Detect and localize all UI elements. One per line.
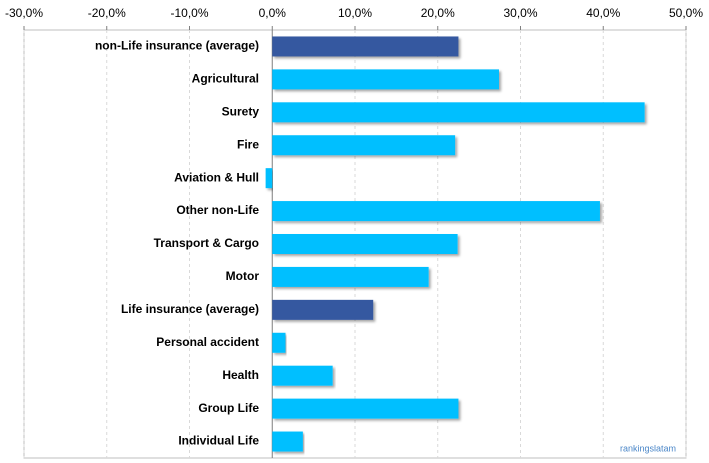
- bar: [272, 332, 286, 353]
- category-label: Transport & Cargo: [154, 236, 259, 250]
- bar: [272, 365, 333, 386]
- bar: [272, 299, 374, 320]
- category-label: Motor: [226, 269, 260, 283]
- x-tick-label: 50,0%: [669, 6, 703, 20]
- bar: [272, 135, 456, 156]
- bar: [272, 36, 459, 57]
- x-tick-label: -20,0%: [88, 6, 126, 20]
- category-label: Life insurance (average): [121, 302, 259, 316]
- category-label: Other non-Life: [176, 203, 259, 217]
- x-tick-label: 40,0%: [586, 6, 620, 20]
- category-label: Group Life: [198, 401, 259, 415]
- category-label: Surety: [222, 104, 260, 118]
- category-label: Aviation & Hull: [174, 170, 259, 184]
- category-label: Individual Life: [178, 434, 259, 448]
- bar: [272, 398, 459, 419]
- bar: [272, 266, 429, 287]
- x-tick-label: -30,0%: [5, 6, 43, 20]
- bar: [265, 168, 273, 189]
- x-tick-label: 10,0%: [338, 6, 372, 20]
- category-label: Fire: [237, 137, 259, 151]
- watermark: rankingslatam: [620, 443, 676, 453]
- category-label: Health: [222, 368, 259, 382]
- x-tick-label: 30,0%: [503, 6, 537, 20]
- category-label: Agricultural: [192, 72, 259, 86]
- bar: [272, 234, 458, 254]
- bar: [272, 201, 600, 222]
- bar: [272, 102, 645, 123]
- x-tick-label: -10,0%: [170, 6, 208, 20]
- category-label: non-Life insurance (average): [95, 39, 259, 53]
- x-tick-label: 0,0%: [259, 6, 287, 20]
- bar: [272, 69, 499, 90]
- category-label: Personal accident: [156, 335, 259, 349]
- bar: [272, 431, 303, 452]
- x-tick-label: 20,0%: [421, 6, 455, 20]
